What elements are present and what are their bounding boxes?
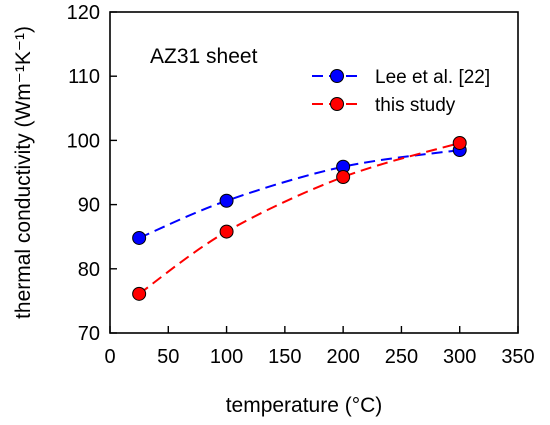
legend-marker [330,97,344,111]
legend-marker [330,69,344,83]
x-tick-label: 350 [501,346,534,368]
series-lines [138,142,460,295]
legend: Lee et al. [22] this study [312,67,490,116]
data-point [336,169,351,184]
data-point [219,193,234,208]
y-tick-label: 110 [68,66,100,88]
y-tick-label: 100 [67,130,100,152]
y-tick-label: 90 [78,195,100,217]
y-tick-label: 80 [78,259,100,281]
x-tick-label: 300 [443,346,476,368]
data-point [219,224,234,239]
legend-label: Lee et al. [22] [375,67,490,88]
x-tick-label: 100 [210,346,243,368]
series-line-1 [138,149,460,239]
x-axis-title: temperature (°C) [226,394,383,417]
x-tick-label: 200 [326,346,359,368]
x-tick-label: 150 [268,346,301,368]
series-line-2 [138,142,460,295]
y-tick-label: 120 [67,2,100,24]
y-axis-title: thermal conductivity (Wm⁻¹K⁻¹) [12,26,35,319]
data-point [132,286,147,301]
x-tick-label: 50 [157,346,179,368]
x-tick-label: 0 [104,346,115,368]
x-tick-label: 250 [385,346,418,368]
plot-frame [109,11,519,334]
axis-ticks: 0 50 100 150 200 250 300 350 70 80 90 100 110 120 [67,2,535,368]
legend-label: this study [375,95,456,116]
y-tick-label: 70 [78,323,100,345]
data-point [132,230,147,245]
series-points [132,135,467,301]
chart-annotation: AZ31 sheet [150,45,258,68]
data-point [452,135,467,150]
